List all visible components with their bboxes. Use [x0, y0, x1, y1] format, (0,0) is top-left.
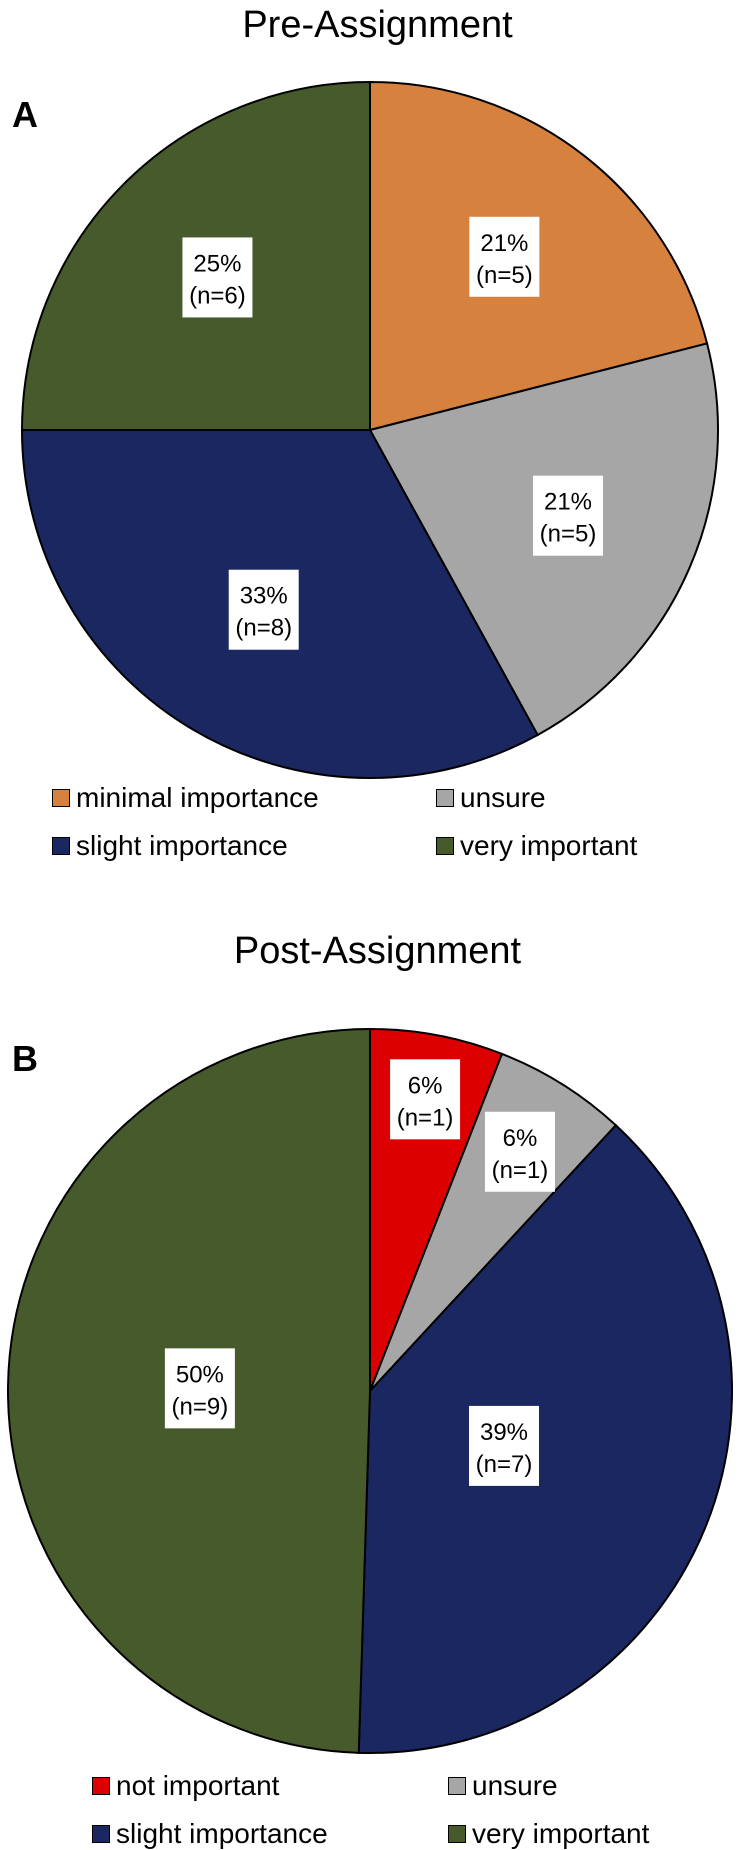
legend-label: not important [116, 1770, 280, 1801]
data-label-box [390, 1059, 461, 1140]
data-label: 21% (n=5) [469, 216, 540, 297]
panel-a: Pre-Assignment A 21% (n=5) 21% (n=5) 33% (n=8… [0, 0, 755, 880]
legend-label: very important [460, 830, 638, 861]
data-label-count: (n=9) [172, 1393, 229, 1420]
data-label-percent: 25% [193, 250, 241, 277]
legend-label: unsure [472, 1770, 558, 1801]
data-label-percent: 39% [480, 1419, 528, 1446]
pie-slice-slight-importance [357, 1123, 733, 1754]
data-label-box [182, 237, 253, 318]
pie-chart-a: 21% (n=5) 21% (n=5) 33% (n=8) 25% (n=6) [20, 80, 719, 779]
data-label-count: (n=5) [540, 521, 597, 548]
data-label-count: (n=5) [476, 262, 533, 289]
legend-label: minimal importance [76, 782, 319, 813]
legend-item: slight importance [92, 1818, 328, 1850]
legend-item: very important [436, 830, 637, 862]
legend-swatch [52, 789, 70, 807]
legend-swatch [436, 789, 454, 807]
data-label-count: (n=8) [235, 615, 292, 642]
legend-label: slight importance [76, 830, 288, 861]
data-label-count: (n=1) [492, 1157, 549, 1184]
legend-item: unsure [448, 1770, 558, 1802]
legend-swatch [92, 1777, 110, 1795]
data-label: 21% (n=5) [533, 475, 604, 556]
data-label-box [468, 1405, 539, 1486]
data-label-box [484, 1111, 555, 1192]
legend-item: very important [448, 1818, 649, 1850]
panel-b: Post-Assignment B 6% (n=1) 6% (n=1) 39% (n=7)… [0, 930, 755, 1850]
data-label: 33% (n=8) [228, 569, 299, 650]
legend-item: not important [92, 1770, 279, 1802]
legend-item: unsure [436, 782, 546, 814]
data-label-percent: 50% [176, 1361, 224, 1388]
data-label-box [164, 1348, 235, 1429]
chart-title: Post-Assignment [233, 930, 522, 972]
panel-label: A [12, 94, 38, 135]
chart-title: Pre-Assignment [242, 4, 513, 46]
data-label: 39% (n=7) [468, 1405, 539, 1486]
data-label-count: (n=1) [397, 1104, 454, 1131]
data-label: 6% (n=1) [484, 1111, 555, 1192]
legend-item: minimal importance [52, 782, 319, 814]
data-label-percent: 33% [240, 583, 288, 610]
legend-swatch [436, 837, 454, 855]
data-label: 25% (n=6) [182, 237, 253, 318]
data-label: 50% (n=9) [164, 1348, 235, 1429]
data-label: 6% (n=1) [390, 1059, 461, 1140]
pie-chart-b: 6% (n=1) 6% (n=1) 39% (n=7) 50% (n=9) [7, 1027, 733, 1754]
data-label-count: (n=7) [476, 1451, 533, 1478]
data-label-percent: 21% [480, 230, 528, 257]
data-label-box [533, 475, 604, 556]
legend-label: very important [472, 1818, 650, 1849]
legend-swatch [52, 837, 70, 855]
data-label-percent: 6% [503, 1125, 538, 1152]
legend-swatch [448, 1825, 466, 1843]
legend-label: unsure [460, 782, 546, 813]
panel-label: B [12, 1038, 38, 1079]
data-label-box [228, 569, 299, 650]
legend-label: slight importance [116, 1818, 328, 1849]
data-label-percent: 21% [544, 489, 592, 516]
data-label-box [469, 216, 540, 297]
legend-swatch [92, 1825, 110, 1843]
data-label-count: (n=6) [189, 282, 246, 309]
legend-item: slight importance [52, 830, 288, 862]
legend-swatch [448, 1777, 466, 1795]
data-label-percent: 6% [408, 1072, 443, 1099]
